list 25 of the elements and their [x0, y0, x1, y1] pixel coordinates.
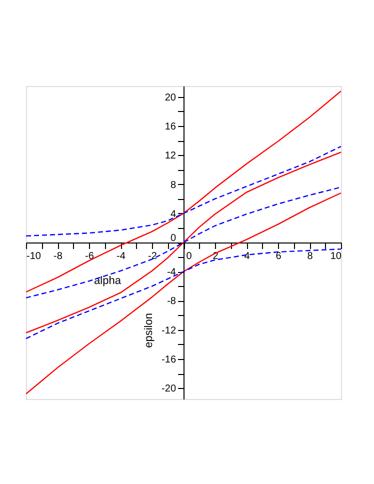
line-series: [26, 192, 341, 395]
y-tick-label: 0: [170, 233, 176, 244]
y-tick-label: 12: [164, 150, 176, 162]
y-tick-label: 8: [170, 180, 176, 191]
x-tick-label: -10: [26, 251, 42, 262]
y-axis-title: epsilon: [143, 313, 155, 348]
x-tick-label: -4: [116, 251, 126, 262]
line-series: [26, 186, 341, 298]
x-tick-label: -6: [85, 251, 94, 262]
y-tick-label: -12: [162, 325, 176, 336]
y-tick-label: -4: [167, 267, 176, 278]
x-tick-label: 0: [186, 251, 192, 262]
y-tick-label: -16: [162, 354, 176, 366]
y-tick-label: 4: [170, 208, 176, 220]
line-series: [26, 90, 341, 293]
y-tick-label: 16: [164, 122, 176, 133]
y-tick-label: -8: [167, 296, 176, 308]
y-tick-label: -20: [162, 384, 176, 395]
x-tick-label: -2: [148, 251, 158, 262]
x-tick-label: -8: [54, 251, 63, 262]
x-tick-label: 6: [276, 251, 282, 262]
x-tick-label: 10: [330, 251, 342, 262]
x-axis-title: alpha: [94, 275, 122, 287]
x-tick-label: 8: [307, 251, 314, 262]
y-tick-label: 20: [164, 92, 176, 104]
